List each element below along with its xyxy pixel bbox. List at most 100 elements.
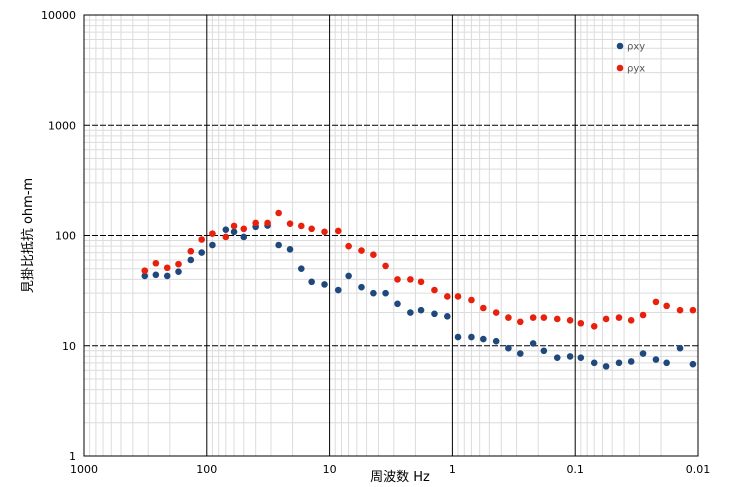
data-point [663, 359, 670, 367]
data-point [163, 272, 171, 280]
data-point [602, 315, 610, 323]
data-point [407, 309, 414, 316]
data-point [382, 289, 389, 297]
data-points [141, 209, 697, 370]
data-point [639, 311, 647, 319]
y-axis-label: 見掛比抵抗 ohm-m [21, 178, 36, 293]
data-point [676, 306, 684, 314]
data-point [431, 310, 438, 318]
data-point [222, 226, 230, 233]
data-point [689, 360, 697, 368]
data-point [298, 265, 305, 272]
legend-entry: ρxy [627, 42, 645, 53]
y-tick-label: 10000 [41, 9, 76, 22]
data-point [468, 296, 475, 304]
data-point [590, 323, 598, 330]
data-point [615, 314, 623, 321]
data-point [370, 289, 377, 297]
y-tick-label: 1000 [48, 119, 76, 132]
data-point [577, 354, 585, 361]
data-point [308, 278, 315, 286]
data-point [308, 225, 315, 233]
x-tick-label: 0.1 [566, 463, 584, 476]
series-1 [141, 209, 697, 330]
data-point [516, 350, 524, 357]
data-point [394, 276, 401, 283]
data-point [334, 286, 342, 294]
data-point [480, 335, 487, 343]
data-point [529, 340, 537, 347]
data-point [505, 314, 512, 321]
legend-marker [616, 42, 624, 50]
data-point [652, 356, 660, 363]
data-point [222, 233, 230, 241]
data-point [175, 268, 182, 275]
data-point [275, 209, 282, 217]
data-point [516, 318, 524, 326]
data-point [152, 259, 160, 267]
data-point [370, 251, 377, 258]
data-point [286, 245, 294, 253]
y-tick-label: 100 [55, 230, 76, 243]
data-point [454, 333, 462, 341]
data-point [209, 241, 216, 249]
legend-entry: ρyx [627, 64, 645, 75]
data-point [358, 247, 365, 254]
legend-marker [616, 64, 624, 72]
data-point [382, 262, 389, 270]
data-point [187, 247, 195, 255]
data-point [480, 304, 487, 312]
data-point [321, 228, 328, 236]
data-point [492, 337, 500, 345]
x-tick-label: 0.01 [686, 463, 711, 476]
x-tick-label: 1000 [70, 463, 98, 476]
data-point [492, 309, 500, 316]
data-point [230, 222, 238, 230]
data-point [230, 228, 238, 236]
data-point [286, 220, 294, 227]
data-point [627, 358, 635, 365]
data-point [345, 272, 352, 280]
data-point [505, 344, 512, 352]
x-tick-label: 10 [323, 463, 337, 476]
y-tick-label: 10 [62, 340, 76, 353]
data-point [187, 256, 195, 264]
y-tick-label: 1 [69, 450, 76, 463]
y-axis-ticks: 1 10 100 1000 10000 [41, 9, 76, 463]
data-point [590, 359, 598, 367]
data-point [627, 317, 635, 324]
data-point [141, 267, 149, 274]
data-point [417, 306, 425, 314]
data-point [209, 230, 216, 237]
data-point [689, 306, 697, 314]
data-point [152, 271, 160, 279]
data-point [163, 264, 171, 272]
data-point [529, 314, 537, 321]
data-point [540, 314, 548, 321]
data-point [198, 249, 206, 256]
data-point [298, 222, 305, 230]
data-point [577, 319, 585, 327]
x-axis-label: 周波数 Hz [370, 470, 430, 485]
data-point [334, 227, 342, 235]
data-point [676, 344, 684, 352]
data-point [553, 315, 561, 323]
data-point [275, 241, 282, 249]
data-point [652, 298, 660, 306]
data-point [566, 317, 574, 324]
data-point [394, 300, 401, 308]
data-point [615, 359, 623, 367]
data-point [240, 225, 248, 233]
legend: ρxy ρyx [616, 42, 645, 75]
data-point [663, 302, 670, 310]
x-tick-label: 1 [449, 463, 456, 476]
data-point [454, 293, 462, 300]
data-point [540, 347, 548, 355]
plot-frame [83, 14, 699, 457]
data-point [358, 283, 365, 291]
data-point [431, 286, 438, 294]
x-axis-ticks: 1000 100 10 1 0.1 0.01 [70, 463, 710, 476]
data-point [198, 236, 206, 243]
data-point [141, 272, 149, 280]
